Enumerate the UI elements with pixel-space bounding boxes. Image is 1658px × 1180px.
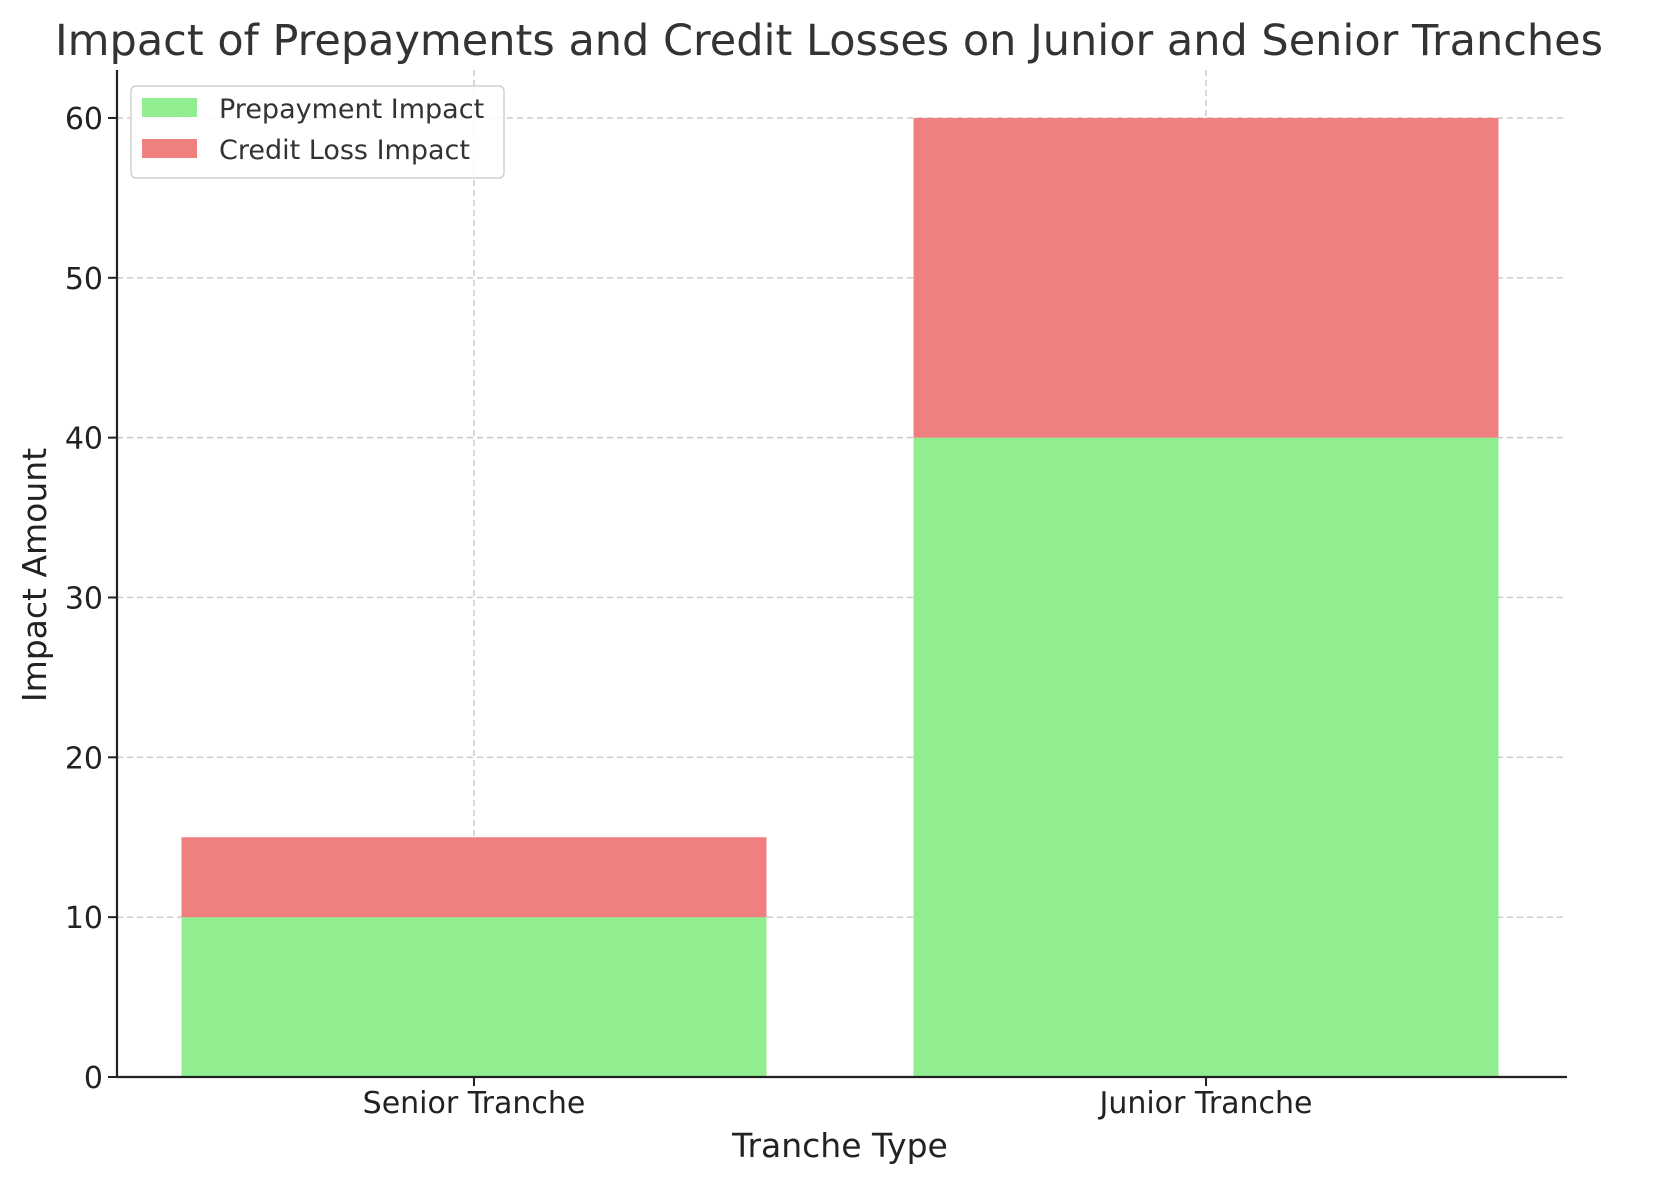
- y-tick-label: 40: [65, 422, 103, 457]
- x-tick-label: Junior Tranche: [1097, 1086, 1312, 1121]
- bar-junior-tranche-credit-loss-impact: [913, 117, 1499, 438]
- y-tick-label: 20: [65, 741, 103, 776]
- legend-box: [130, 85, 505, 179]
- y-tick-label: 30: [65, 581, 103, 616]
- bar-junior-tranche-prepayment-impact: [913, 437, 1499, 1078]
- y-axis-ticks: 0 10 20 30 40 50 60: [65, 102, 117, 1096]
- x-axis-ticks: Senior Tranche Junior Tranche: [363, 1077, 1313, 1121]
- bar-senior-tranche-credit-loss-impact: [181, 837, 767, 918]
- x-axis-label: Tranche Type: [731, 1126, 948, 1165]
- chart-title: Impact of Prepayments and Credit Losses …: [55, 16, 1603, 66]
- y-tick-label: 0: [84, 1061, 103, 1096]
- y-tick-label: 50: [65, 262, 103, 297]
- legend-label-credit-loss: Credit Loss Impact: [219, 135, 470, 166]
- bar-senior-tranche-prepayment-impact: [181, 917, 767, 1077]
- bars: [181, 117, 1499, 1078]
- legend: Prepayment Impact Credit Loss Impact: [130, 85, 505, 179]
- legend-swatch-credit-loss: [142, 139, 197, 158]
- y-tick-label: 60: [65, 102, 103, 137]
- legend-swatch-prepayment: [142, 98, 197, 117]
- y-axis-label: Impact Amount: [15, 448, 54, 702]
- x-tick-label: Senior Tranche: [363, 1086, 586, 1121]
- y-tick-label: 10: [65, 901, 103, 936]
- legend-label-prepayment: Prepayment Impact: [219, 94, 484, 125]
